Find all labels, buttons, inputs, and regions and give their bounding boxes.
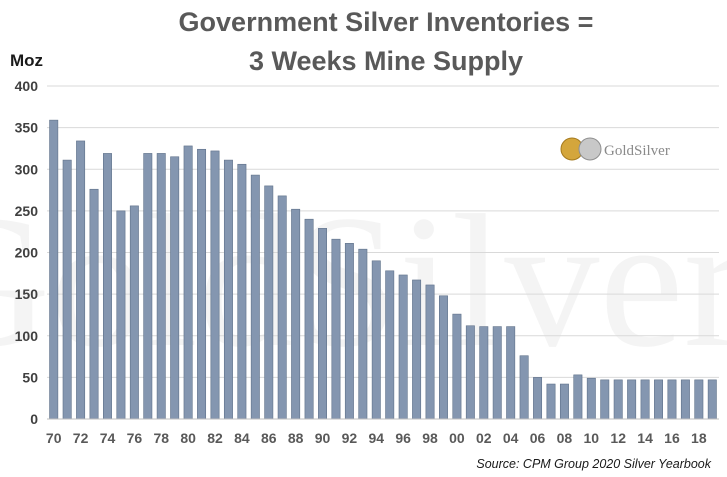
y-tick-label: 150 [15, 286, 39, 302]
x-tick-label: 74 [100, 430, 116, 446]
bar-73 [89, 188, 99, 420]
x-tick-label: 02 [476, 430, 492, 446]
bar-87 [277, 195, 287, 420]
x-tick-label: 10 [584, 430, 600, 446]
x-tick-label: 18 [691, 430, 707, 446]
bar-85 [250, 174, 260, 420]
source-note: Source: CPM Group 2020 Silver Yearbook [476, 457, 711, 471]
bar-71 [62, 159, 72, 420]
y-tick-label: 350 [15, 120, 39, 136]
bar-86 [264, 185, 274, 420]
x-tick-label: 00 [449, 430, 465, 446]
bar-02 [479, 326, 489, 420]
x-tick-label: 92 [342, 430, 358, 446]
y-tick-label: 400 [15, 78, 39, 94]
y-axis-label: Moz [10, 51, 43, 70]
bar-07 [546, 383, 556, 420]
goldsilver-logo: GoldSilver [560, 137, 670, 161]
bar-15 [654, 379, 663, 420]
chart-title-line-2: 3 Weeks Mine Supply [249, 46, 523, 76]
bar-83 [223, 159, 233, 420]
bar-95 [385, 270, 395, 420]
bar-99 [439, 295, 448, 420]
x-tick-label: 82 [207, 430, 223, 446]
y-tick-label: 0 [30, 411, 38, 427]
bar-88 [291, 208, 301, 420]
bar-14 [640, 379, 650, 420]
bar-05 [519, 355, 529, 420]
bar-98 [425, 284, 435, 420]
bar-78 [156, 153, 166, 420]
silver-coin-icon [578, 137, 602, 161]
bar-13 [627, 379, 637, 420]
x-tick-label: 08 [557, 430, 573, 446]
bar-16 [667, 379, 677, 420]
bar-94 [371, 260, 381, 420]
x-tick-label: 84 [234, 430, 250, 446]
bar-76 [129, 205, 139, 420]
x-tick-label: 72 [73, 430, 89, 446]
x-axis-ticks: 70 72 74 76 78 80 82 84 86 88 90 92 94 96 98 00 02 04 06 08… [46, 430, 707, 446]
bar-06 [533, 377, 543, 420]
x-tick-label: 14 [637, 430, 653, 446]
bar-09 [573, 374, 583, 420]
bar-04 [506, 326, 516, 420]
x-tick-label: 70 [46, 430, 62, 446]
y-tick-label: 300 [15, 161, 39, 177]
bar-08 [559, 383, 569, 420]
bar-80 [183, 145, 193, 420]
bar-84 [237, 163, 247, 420]
bars [49, 119, 717, 420]
bar-10 [586, 377, 596, 420]
bar-75 [116, 210, 126, 420]
x-tick-label: 96 [395, 430, 411, 446]
bar-72 [76, 140, 86, 420]
y-tick-label: 200 [15, 245, 39, 261]
bar-00 [452, 313, 462, 420]
bar-79 [170, 156, 180, 420]
y-tick-label: 50 [22, 369, 38, 385]
x-tick-label: 78 [153, 430, 169, 446]
x-tick-label: 98 [422, 430, 438, 446]
bar-01 [465, 325, 475, 420]
x-tick-label: 88 [288, 430, 304, 446]
bar-03 [492, 326, 502, 420]
bar-70 [49, 119, 59, 420]
bar-11 [600, 379, 610, 420]
logo-text: GoldSilver [604, 143, 670, 159]
x-tick-label: 94 [368, 430, 384, 446]
bar-74 [103, 153, 112, 420]
bar-89 [304, 218, 314, 420]
bar-93 [358, 248, 368, 420]
x-tick-label: 80 [180, 430, 196, 446]
bar-77 [143, 153, 153, 420]
x-tick-label: 76 [127, 430, 143, 446]
bar-17 [680, 379, 690, 420]
x-tick-label: 06 [530, 430, 546, 446]
bar-96 [398, 274, 408, 420]
x-tick-label: 12 [610, 430, 626, 446]
chart-title-line-1: Government Silver Inventories = [179, 7, 594, 37]
x-tick-label: 90 [315, 430, 331, 446]
x-tick-label: 86 [261, 430, 277, 446]
x-tick-label: 04 [503, 430, 519, 446]
y-tick-label: 250 [15, 203, 39, 219]
bar-18 [694, 379, 704, 420]
bar-97 [412, 279, 422, 420]
x-tick-label: 16 [664, 430, 680, 446]
bar-82 [210, 150, 220, 420]
bar-12 [613, 379, 623, 420]
bar-91 [331, 238, 341, 420]
y-axis-ticks: 0 50 100 150 200 250 300 350 400 [15, 78, 39, 427]
bar-92 [344, 243, 354, 420]
bar-90 [318, 228, 327, 420]
bar-81 [197, 148, 207, 420]
bar-19 [707, 379, 717, 420]
y-tick-label: 100 [15, 328, 39, 344]
